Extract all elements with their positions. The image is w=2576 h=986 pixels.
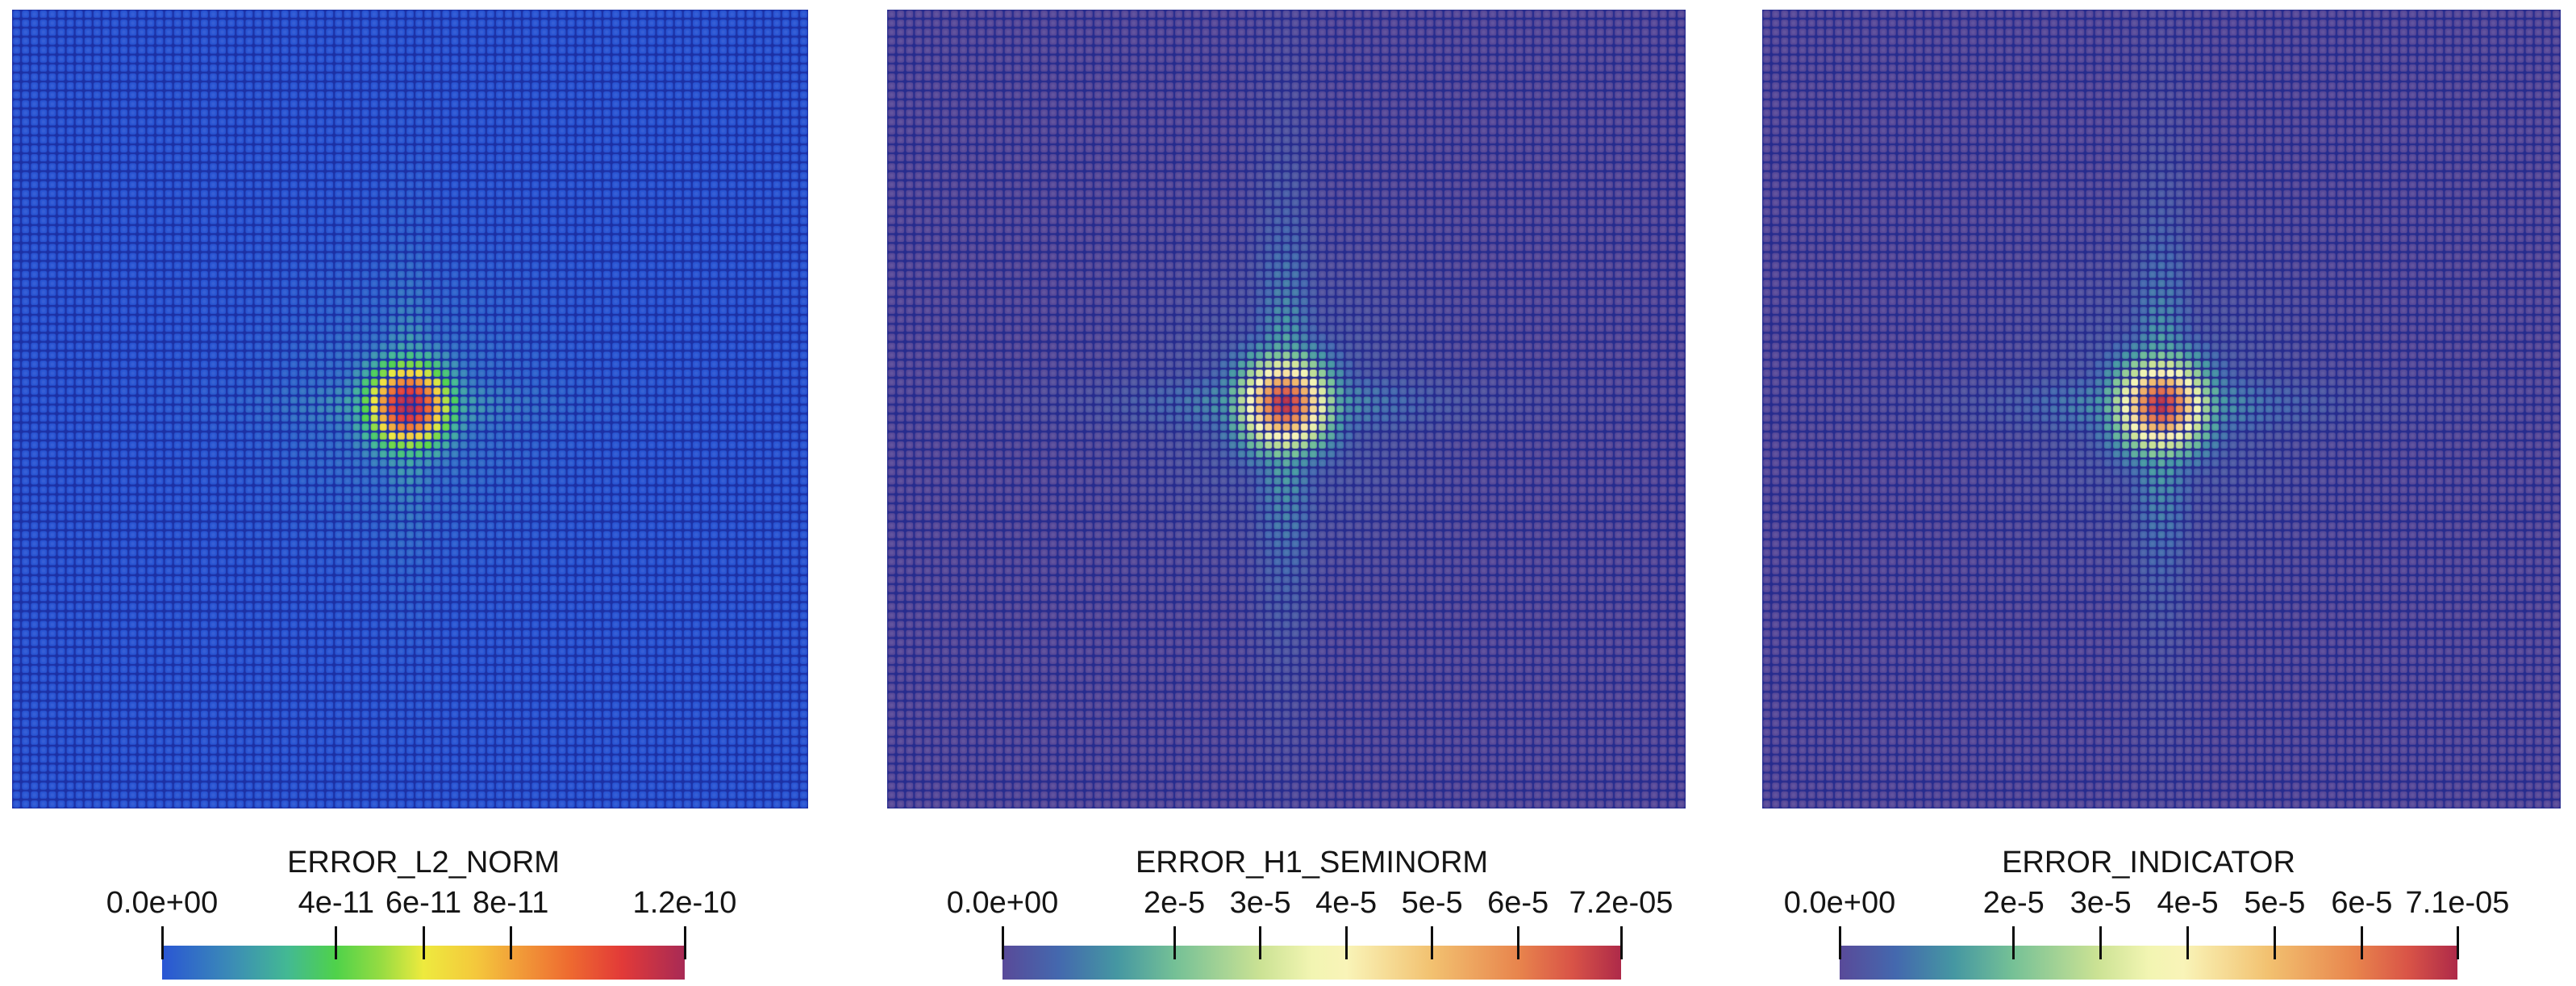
colorbar-tick-label: 7.2e-05 (1569, 886, 1674, 920)
colorbar-tick (2456, 926, 2459, 959)
colorbar-tick (422, 926, 425, 959)
colorbar-tick (2360, 926, 2363, 959)
colorbar-tick (2099, 926, 2103, 959)
colorbar-tick-label: 7.1e-05 (2405, 886, 2510, 920)
colorbar-gradient (162, 946, 685, 980)
colorbar-tick-label: 4e-5 (2157, 886, 2219, 920)
colorbar-tick-label: 0.0e+00 (1783, 886, 1896, 920)
colorbar-tick (1619, 926, 1623, 959)
colorbar-tick (1173, 926, 1176, 959)
colorbar-tick-label: 3e-5 (1229, 886, 1291, 920)
colorbar-tick-label: 8e-11 (473, 886, 549, 920)
colorbar-tick (1259, 926, 1262, 959)
colorbar-tick-label: 2e-5 (1144, 886, 1206, 920)
colorbar-tick-label: 5e-5 (2244, 886, 2306, 920)
colorbar-tick (2012, 926, 2015, 959)
colorbar-title: ERROR_H1_SEMINORM (1135, 846, 1489, 879)
colorbar-tick (1838, 926, 1841, 959)
colorbar-gradient (1840, 946, 2457, 980)
colorbar-tick (1001, 926, 1004, 959)
colorbar-gradient (1002, 946, 1621, 980)
colorbar-tick (2273, 926, 2276, 959)
colorbar-tick (1344, 926, 1348, 959)
colorbar-tick-label: 0.0e+00 (106, 886, 219, 920)
colorbar-tick (2186, 926, 2190, 959)
colorbar-tick-label: 2e-5 (1982, 886, 2045, 920)
colorbar-tick-label: 1.2e-10 (632, 886, 737, 920)
colorbar-tick (683, 926, 686, 959)
colorbar-tick-label: 5e-5 (1401, 886, 1463, 920)
colorbar-title: ERROR_L2_NORM (287, 846, 560, 879)
colorbar-tick (335, 926, 338, 959)
colorbar-tick (509, 926, 512, 959)
colorbar-tick-label: 0.0e+00 (946, 886, 1059, 920)
colorbar-tick (160, 926, 164, 959)
heatmap-error-indicator[interactable] (1762, 10, 2561, 808)
heatmap-error-h1-seminorm[interactable] (887, 10, 1686, 808)
colorbar-tick-label: 6e-5 (2331, 886, 2393, 920)
colorbar-title: ERROR_INDICATOR (2002, 846, 2295, 879)
colorbar-tick-label: 4e-5 (1315, 886, 1378, 920)
colorbar-tick-label: 4e-11 (298, 886, 374, 920)
colorbar-tick-label: 6e-11 (385, 886, 462, 920)
colorbar-tick-label: 3e-5 (2070, 886, 2132, 920)
colorbar-tick-label: 6e-5 (1487, 886, 1549, 920)
colorbar-tick (1516, 926, 1519, 959)
heatmap-error-l2-norm[interactable] (12, 10, 808, 808)
colorbar-tick (1431, 926, 1434, 959)
